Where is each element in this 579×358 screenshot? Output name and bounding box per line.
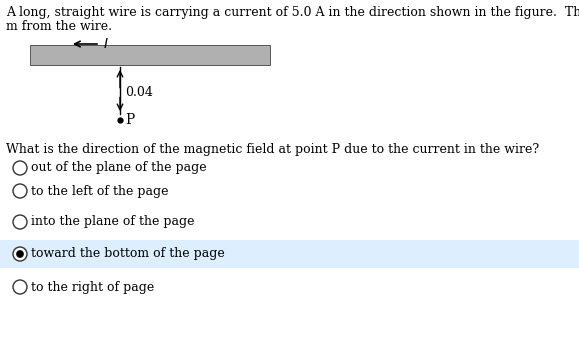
Bar — [0, 240, 579, 268]
Circle shape — [13, 161, 27, 175]
Circle shape — [13, 280, 27, 294]
Text: 0.04: 0.04 — [125, 86, 153, 99]
Text: toward the bottom of the page: toward the bottom of the page — [31, 247, 225, 261]
Circle shape — [13, 184, 27, 198]
Text: m from the wire.: m from the wire. — [6, 20, 112, 33]
Text: A long, straight wire is carrying a current of 5.0 A in the direction shown in t: A long, straight wire is carrying a curr… — [6, 6, 579, 19]
Text: to the left of the page: to the left of the page — [31, 184, 168, 198]
Text: $I$: $I$ — [103, 37, 109, 51]
Bar — [30, 45, 270, 65]
Text: What is the direction of the magnetic field at point P due to the current in the: What is the direction of the magnetic fi… — [6, 143, 539, 156]
Text: P: P — [125, 113, 134, 127]
Circle shape — [13, 247, 27, 261]
Circle shape — [13, 215, 27, 229]
Text: into the plane of the page: into the plane of the page — [31, 216, 195, 228]
Text: to the right of page: to the right of page — [31, 281, 154, 294]
Circle shape — [16, 250, 24, 258]
Text: out of the plane of the page: out of the plane of the page — [31, 161, 207, 174]
